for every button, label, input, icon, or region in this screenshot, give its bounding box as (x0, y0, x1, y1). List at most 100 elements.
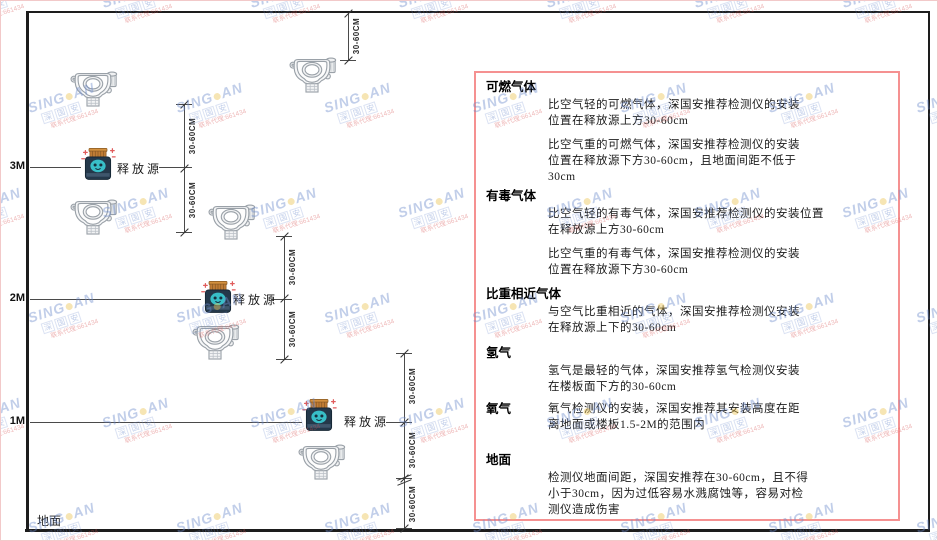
panel-paragraph: 氢气是最轻的气体，深国安推荐氢气检测仪安装 在楼板面下方的30-60cm (548, 363, 892, 395)
panel-text-line: 测仪造成伤害 (548, 504, 620, 516)
panel-text-line: 氢气是最轻的气体，深国安推荐氢气检测仪安装 (548, 365, 800, 377)
height-leader-line (159, 167, 192, 168)
watermark-contact: 联系代理:661434 (864, 3, 914, 25)
brand-dot-icon (212, 512, 222, 521)
watermark-contact: 联系代理:661434 (124, 423, 174, 445)
release-source-icon (299, 398, 339, 439)
panel-paragraph: 比空气轻的可燃气体，深国安推荐检测仪的安装 位置在释放源上方30-60cm (548, 97, 892, 129)
dimension-line (348, 13, 349, 60)
watermark-contact: 联系代理:661434 (124, 3, 174, 25)
watermark-contact: 联系代理:661434 (420, 213, 470, 235)
ceiling-line (26, 11, 930, 13)
dimension-line (404, 353, 405, 529)
watermark-contact: 联系代理:661434 (1, 213, 26, 235)
watermark-cn-name: 深国安 (1, 1, 27, 19)
panel-section: 比重相近气体 与空气比重相近的气体，深国安推荐检测仪安装 在释放源上下的30-60c… (476, 286, 892, 336)
panel-paragraph: 比空气轻的有毒气体，深国安推荐检测仪的安装位置 在释放源上方30-60cm (548, 206, 892, 238)
gas-detector-icon (190, 321, 240, 365)
watermark-contact: 联系代理:661434 (272, 3, 322, 25)
dimension-label: 30-60CM (288, 248, 297, 286)
height-leader-line (30, 167, 81, 168)
gas-detector-icon (206, 201, 256, 245)
watermark-contact: 联系代理:661434 (272, 213, 322, 235)
ground-label: 地面 (37, 514, 62, 528)
panel-paragraph: 氧气检测仪的安装，深国安推荐其安装高度在距 离地面或楼板1.5-2M的范围内 (548, 401, 892, 433)
dimension-label: 30-60CM (408, 431, 417, 469)
panel-text-line: 氧气检测仪的安装，深国安推荐其安装高度在距 (548, 403, 800, 415)
panel-section-body: 氧气检测仪的安装，深国安推荐其安装高度在距 离地面或楼板1.5-2M的范围内 (548, 401, 892, 433)
gas-detector-icon (68, 196, 118, 240)
watermark-cn-name: 深国安 (188, 514, 248, 540)
brand-dot-icon (360, 302, 370, 311)
panel-section-title: 有毒气体 (486, 189, 537, 203)
panel-paragraph: 比空气重的可燃气体，深国安推荐检测仪的安装 位置在释放源下方30-60cm，且地面… (548, 137, 892, 185)
brand-dot-icon (286, 197, 296, 206)
panel-text-line: 比空气重的可燃气体，深国安推荐检测仪的安装 (548, 139, 800, 151)
height-leader-line (30, 299, 201, 300)
dimension-label: 30-60CM (352, 17, 361, 55)
panel-section: 可燃气体 比空气轻的可燃气体，深国安推荐检测仪的安装 位置在释放源上方30-60cm… (476, 79, 892, 185)
watermark-contact: 联系代理:661434 (50, 318, 100, 340)
watermark-cn-name: 深国安 (336, 94, 396, 125)
brand-dot-icon (64, 512, 74, 521)
height-label-3M: 3M (9, 160, 25, 172)
panel-section-title: 氢气 (486, 346, 512, 360)
watermark-contact: 联系代理:661434 (124, 213, 174, 235)
panel-text-line: 在释放源上下的30-60cm (548, 322, 677, 334)
panel-section-body: 氢气是最轻的气体，深国安推荐氢气检测仪安装 在楼板面下方的30-60cm (548, 363, 892, 395)
brand-dot-icon (212, 92, 222, 101)
release-source-label: 释放源 (233, 293, 279, 307)
dimension-label: 30-60CM (408, 485, 417, 523)
brand-dot-icon (434, 197, 444, 206)
watermark-cn-name: 深国安 (410, 409, 470, 440)
wall-right-line (928, 11, 930, 532)
panel-section: 氧气 氧气检测仪的安装，深国安推荐其安装高度在距 离地面或楼板1.5-2M的范围内 (476, 401, 892, 433)
panel-section: 氢气氢气是最轻的气体，深国安推荐氢气检测仪安装 在楼板面下方的30-60cm (476, 345, 892, 395)
height-label-1M: 1M (9, 415, 25, 427)
panel-paragraph: 与空气比重相近的气体，深国安推荐检测仪安装 在释放源上下的30-60cm (548, 304, 892, 336)
panel-text-line: 检测仪地面间距，深国安推荐在30-60cm，且不得 (548, 472, 809, 484)
height-leader-line (386, 422, 412, 423)
panel-text-line: 在释放源上方30-60cm (548, 224, 665, 236)
watermark-cn-name: 深国安 (114, 199, 174, 230)
watermark-contact: 联系代理:661434 (198, 108, 248, 130)
brand-dot-icon (286, 407, 296, 416)
release-source-label: 释放源 (117, 162, 163, 176)
brand-dot-icon (434, 407, 444, 416)
panel-section-title: 地面 (486, 453, 512, 467)
panel-text-line: 小于30cm，因为过低容易水溅腐蚀等，容易对检 (548, 488, 804, 500)
panel-text-line: 在楼板面下方的30-60cm (548, 381, 677, 393)
panel-paragraph: 检测仪地面间距，深国安推荐在30-60cm，且不得 小于30cm，因为过低容易水溅… (548, 470, 892, 518)
brand-dot-icon (360, 92, 370, 101)
dimension-label: 30-60CM (288, 310, 297, 348)
watermark-contact: 联系代理:661434 (420, 3, 470, 25)
release-source-icon (198, 280, 238, 321)
watermark-cn-name: 深国安 (262, 199, 322, 230)
panel-section-title: 氧气 (486, 402, 512, 416)
watermark-cn-name: 深国安 (40, 304, 100, 335)
panel-text-line: 位置在释放源下方30-60cm (548, 264, 689, 276)
ground-line (25, 529, 930, 532)
release-source-label: 释放源 (344, 415, 390, 429)
watermark-cn-name: 深国安 (336, 304, 396, 335)
panel-text-line: 比空气轻的可燃气体，深国安推荐检测仪的安装 (548, 99, 800, 111)
panel-text-line: 与空气比重相近的气体，深国安推荐检测仪安装 (548, 306, 800, 318)
